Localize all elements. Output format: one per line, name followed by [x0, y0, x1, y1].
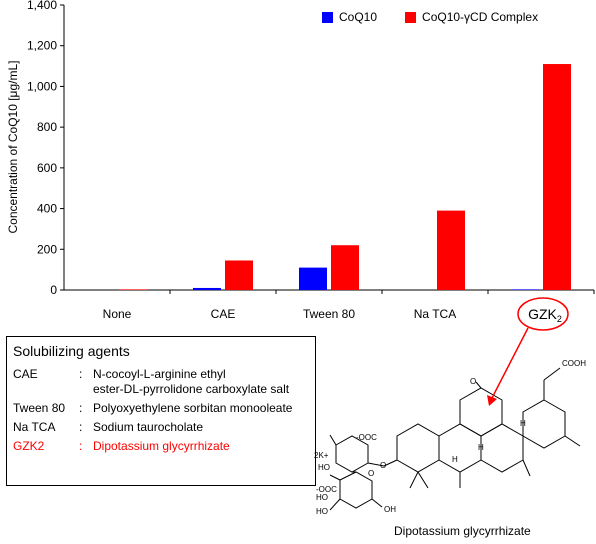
mol-label-ho2: HO	[316, 493, 328, 502]
bar-complex-3	[437, 210, 465, 290]
agents-title: Solubilizing agents	[13, 343, 130, 359]
agent-row-tween80: Tween 80 : Polyoxyethylene sorbitan mono…	[13, 401, 309, 416]
bar-coq10-1	[193, 287, 221, 290]
mol-label-k: 2K+	[314, 451, 329, 460]
legend: CoQ10 CoQ10-γCD Complex	[322, 10, 538, 24]
mol-label-coo1: -OOC	[356, 433, 377, 442]
mol-label-ho3: HO	[316, 507, 328, 516]
bar-coq10-4	[511, 289, 539, 290]
agent-row-natca: Na TCA : Sodium taurocholate	[13, 420, 309, 435]
x-tick-label: Tween 80	[303, 307, 355, 321]
agent-desc-line1: Polyoxyethylene sorbitan monooleate	[93, 401, 293, 415]
mol-label-oh1: OH	[384, 505, 396, 514]
mol-label-h3: H	[452, 455, 458, 464]
molecule-structure: COOH -OOC -OOC 2K+ HO HO HO OH O O O H H…	[314, 359, 586, 516]
mol-label-cooh: COOH	[562, 359, 586, 368]
agent-colon: :	[79, 367, 83, 381]
legend-item-complex: CoQ10-γCD Complex	[405, 10, 538, 24]
agent-desc-line1: Dipotassium glycyrrhizate	[93, 439, 230, 453]
bar-complex-4	[543, 64, 571, 291]
y-tick-label: 600	[37, 161, 57, 175]
mol-label-o-keto: O	[470, 377, 476, 386]
agent-desc-line1: N-cocoyl-L-arginine ethyl	[93, 367, 226, 381]
x-tick-label: None	[103, 307, 132, 321]
x-tick-label: Na TCA	[414, 307, 456, 321]
bar-complex-1	[225, 260, 253, 290]
highlight-arrow	[491, 327, 529, 399]
agent-desc-line2: ester-DL-pyrrolidone carboxylate salt	[93, 382, 290, 396]
bar-coq10-2	[299, 267, 327, 290]
y-tick-label: 1,200	[27, 39, 57, 53]
legend-swatch-complex	[405, 11, 417, 23]
mol-label-coo2: -OOC	[316, 485, 337, 494]
y-axis-label: Concentration of CoQ10 [μg/mL]	[6, 60, 20, 234]
solubilizing-agents-box: Solubilizing agents CAE : N-cocoyl-L-arg…	[6, 336, 316, 486]
agent-desc: N-cocoyl-L-arginine ethyl ester-DL-pyrro…	[93, 367, 309, 397]
legend-label-coq10: CoQ10	[339, 10, 378, 24]
y-tick-label: 800	[37, 120, 57, 134]
y-tick-label: 400	[37, 202, 57, 216]
y-tick-label: 1,000	[27, 79, 57, 93]
legend-label-complex: CoQ10-γCD Complex	[422, 10, 539, 24]
bar-complex-2	[331, 245, 359, 290]
mol-label-h2: H	[478, 443, 484, 452]
bar-complex-0	[119, 289, 147, 290]
x-tick-label: CAE	[211, 307, 236, 321]
agent-abbr: CAE	[13, 367, 38, 381]
agent-row-cae: CAE : N-cocoyl-L-arginine ethyl ester-DL…	[13, 367, 309, 397]
agent-colon: :	[79, 401, 83, 415]
mol-label-h1: H	[520, 419, 526, 428]
y-tick-label: 1,400	[27, 0, 57, 12]
mol-label-ho1: HO	[318, 463, 330, 472]
gzk-highlight-ellipse	[517, 297, 569, 331]
agent-colon: :	[79, 439, 83, 453]
agent-abbr: GZK2	[13, 439, 45, 453]
legend-swatch-coq10	[322, 11, 333, 23]
highlight-arrowhead	[487, 395, 497, 406]
legend-item-coq10: CoQ10	[322, 10, 377, 24]
mol-label-o2: O	[380, 461, 386, 470]
molecule-caption: Dipotassium glycyrrhizate	[394, 524, 531, 538]
agent-abbr: Tween 80	[13, 401, 66, 415]
agent-row-gzk2: GZK2 : Dipotassium glycyrrhizate	[13, 439, 309, 454]
agent-colon: :	[79, 420, 83, 434]
agent-desc-line1: Sodium taurocholate	[93, 420, 204, 434]
agent-abbr: Na TCA	[13, 420, 56, 434]
plot-area: 0 200 400 600 800 1,000 1,200 1,400 None CAE Tween…	[27, 0, 595, 324]
x-tick-label: GZK2	[528, 306, 562, 324]
mol-label-o1: O	[368, 469, 374, 478]
y-tick-label: 200	[37, 242, 57, 256]
y-tick-label: 0	[50, 283, 57, 297]
